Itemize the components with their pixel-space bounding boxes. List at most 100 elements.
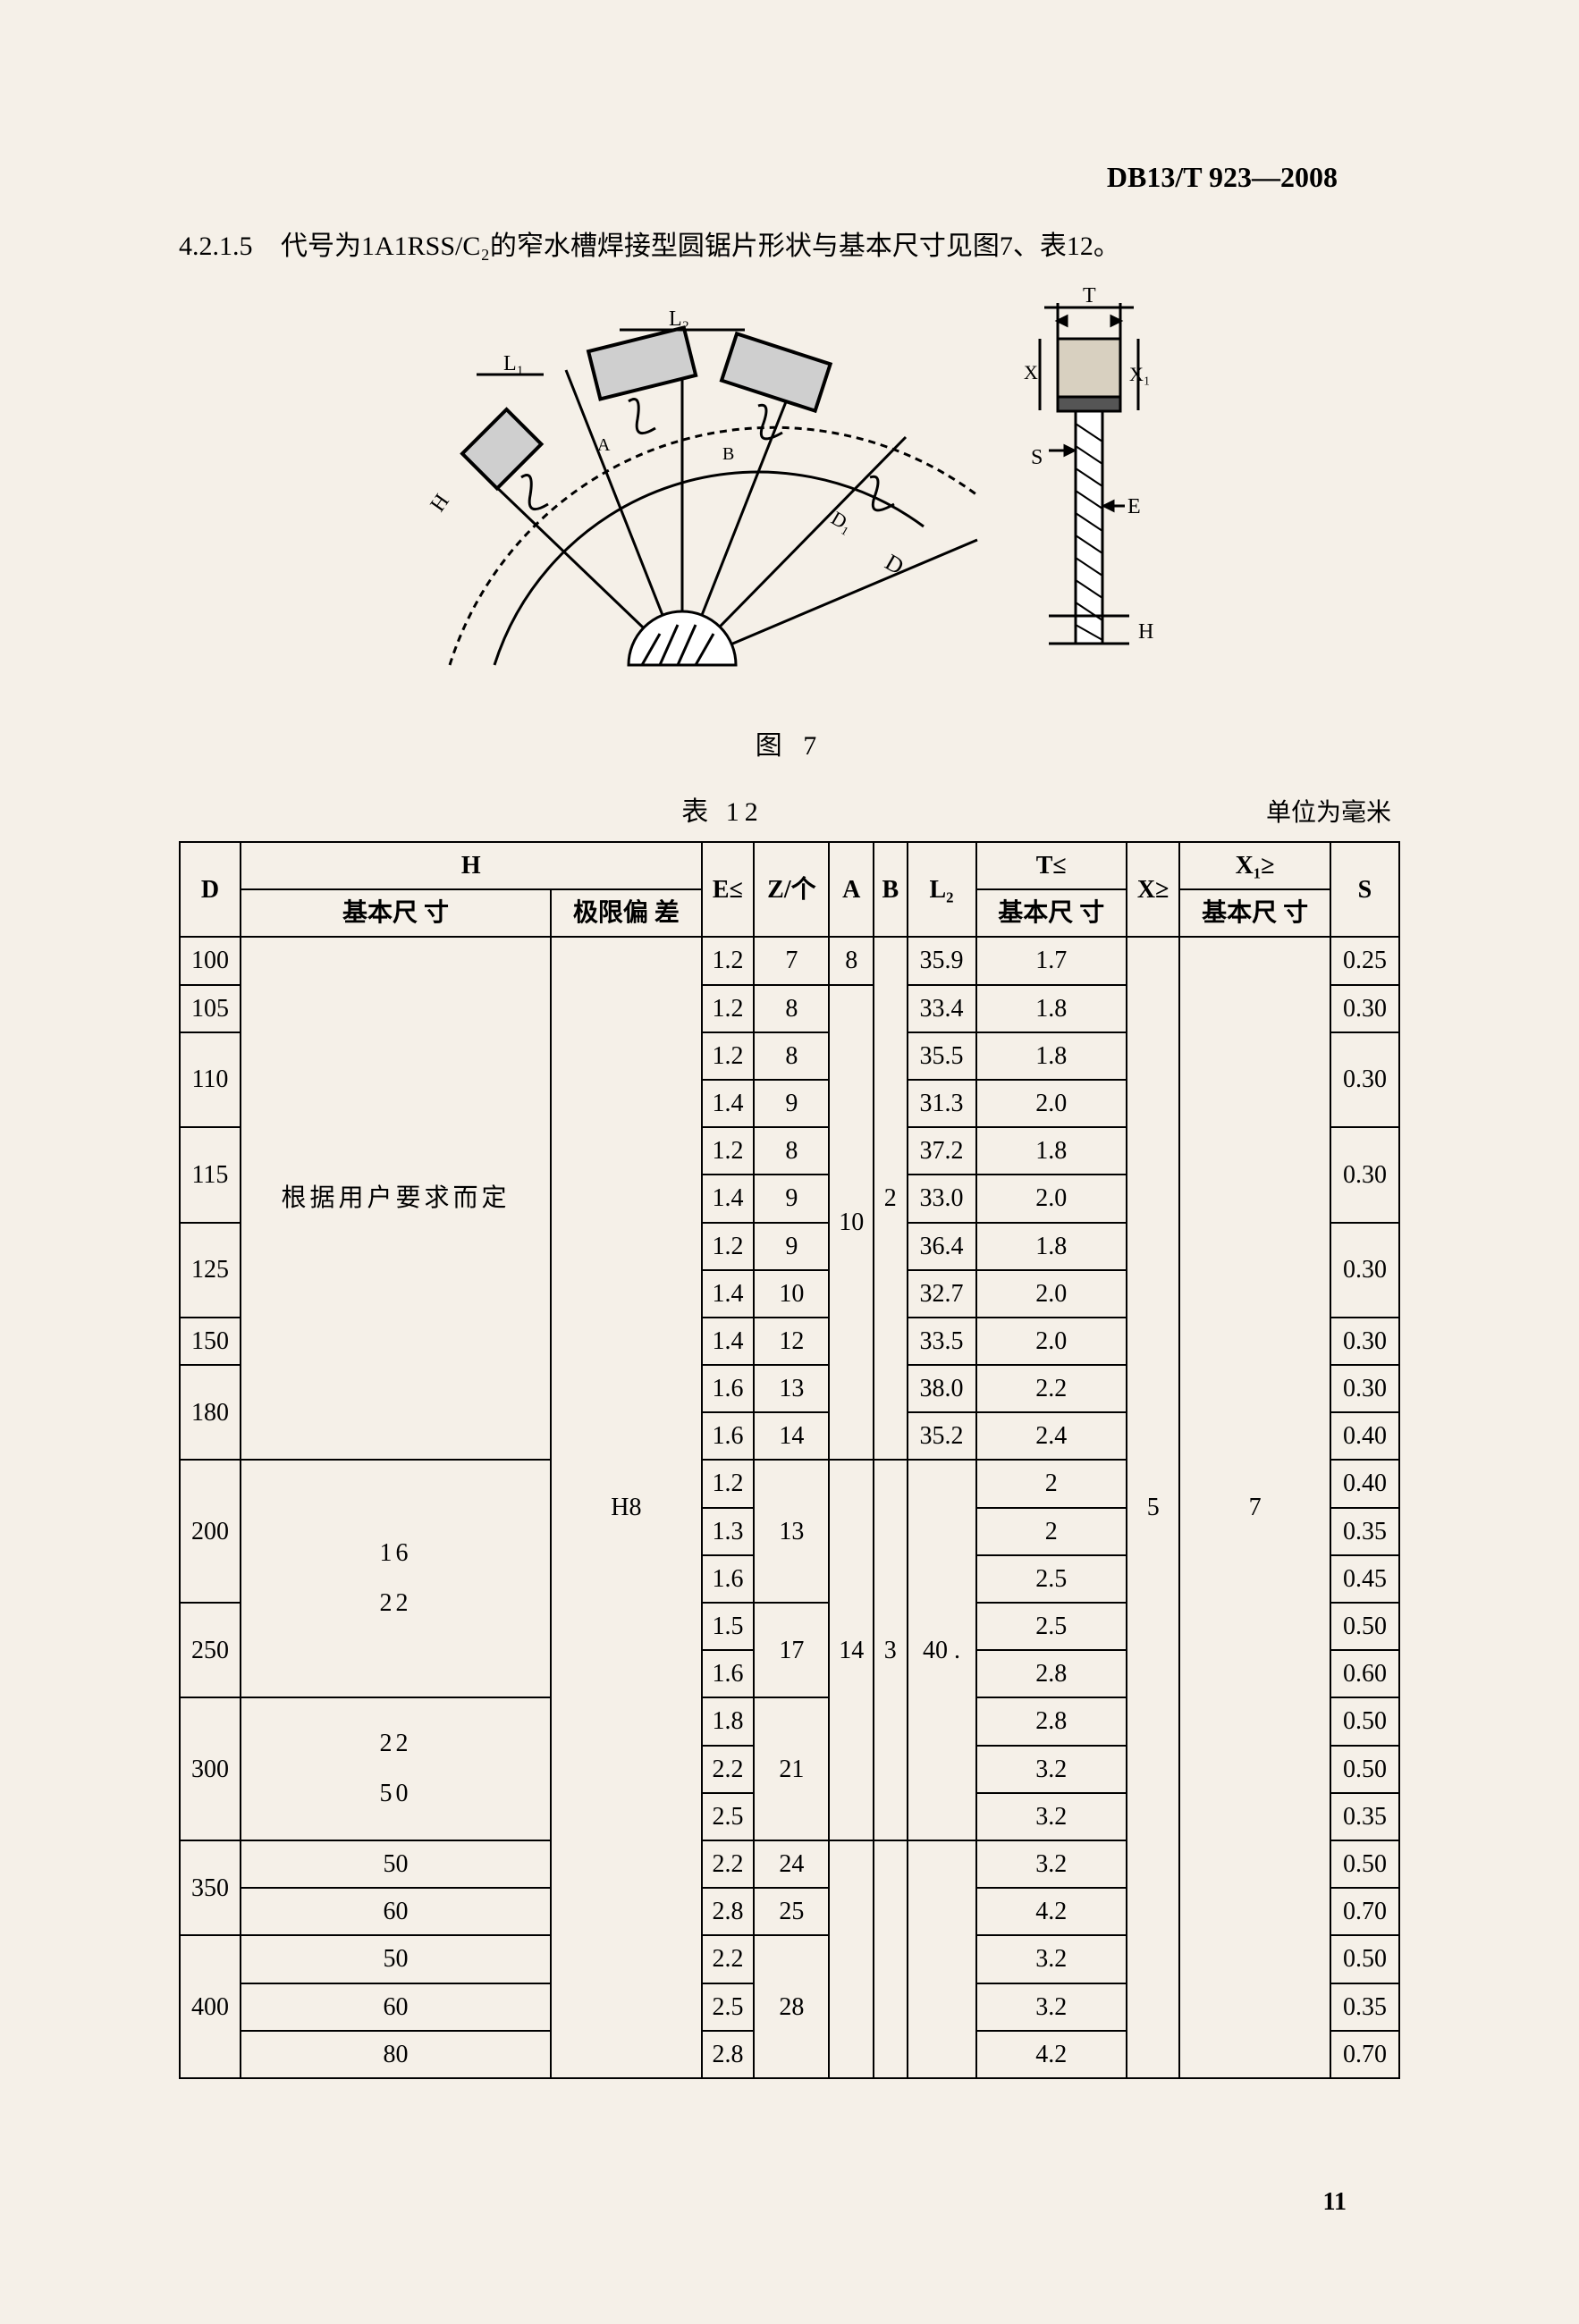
td-E: 1.4 bbox=[702, 1080, 755, 1127]
page-number: 11 bbox=[1323, 2188, 1347, 2217]
th-H: H bbox=[241, 842, 702, 889]
td-A bbox=[829, 1840, 874, 2078]
td-S: 0.35 bbox=[1330, 1793, 1399, 1840]
td-S: 0.35 bbox=[1330, 1983, 1399, 2031]
td-S: 0.50 bbox=[1330, 1935, 1399, 1983]
td-E: 1.6 bbox=[702, 1412, 755, 1460]
td-E: 1.2 bbox=[702, 937, 755, 984]
svg-text:L₁: L₁ bbox=[503, 352, 524, 375]
th-Hbasic: 基本尺 寸 bbox=[241, 889, 551, 937]
td-L2: 32.7 bbox=[908, 1270, 976, 1318]
th-Hdev: 极限偏 差 bbox=[551, 889, 701, 937]
td-E: 1.5 bbox=[702, 1603, 755, 1650]
td-S: 0.70 bbox=[1330, 1888, 1399, 1935]
td-E: 1.4 bbox=[702, 1175, 755, 1222]
td-T: 2.5 bbox=[976, 1603, 1127, 1650]
td-T: 2 bbox=[976, 1508, 1127, 1555]
td-E: 1.6 bbox=[702, 1650, 755, 1697]
td-L2: 38.0 bbox=[908, 1365, 976, 1412]
td-S: 0.50 bbox=[1330, 1697, 1399, 1745]
td-S: 0.40 bbox=[1330, 1460, 1399, 1507]
td-T: 3.2 bbox=[976, 1983, 1127, 2031]
th-T: T≤ bbox=[976, 842, 1127, 889]
td-S: 0.50 bbox=[1330, 1840, 1399, 1888]
td-Z: 9 bbox=[754, 1223, 829, 1270]
td-T: 2.5 bbox=[976, 1555, 1127, 1603]
td-E: 1.6 bbox=[702, 1365, 755, 1412]
td-S: 0.30 bbox=[1330, 985, 1399, 1032]
td-T: 2.4 bbox=[976, 1412, 1127, 1460]
td-L2: 35.5 bbox=[908, 1032, 976, 1080]
td-B: 3 bbox=[874, 1460, 907, 1840]
td-Z: 7 bbox=[754, 937, 829, 984]
td-E: 1.2 bbox=[702, 1223, 755, 1270]
td-E: 2.5 bbox=[702, 1793, 755, 1840]
td-T: 2.2 bbox=[976, 1365, 1127, 1412]
td-L2: 35.2 bbox=[908, 1412, 976, 1460]
td-S: 0.30 bbox=[1330, 1127, 1399, 1222]
td-A: 8 bbox=[829, 937, 874, 984]
td-D: 180 bbox=[180, 1365, 241, 1460]
td-D: 250 bbox=[180, 1603, 241, 1697]
th-E: E≤ bbox=[702, 842, 755, 937]
td-E: 1.3 bbox=[702, 1508, 755, 1555]
td-Z: 8 bbox=[754, 985, 829, 1032]
td-S: 0.50 bbox=[1330, 1746, 1399, 1793]
td-E: 2.2 bbox=[702, 1935, 755, 1983]
svg-text:B: B bbox=[722, 444, 734, 464]
td-D: 150 bbox=[180, 1318, 241, 1365]
td-D: 115 bbox=[180, 1127, 241, 1222]
td-E: 2.8 bbox=[702, 2031, 755, 2078]
table-title: 表 12 bbox=[179, 789, 1266, 829]
td-L2: 33.5 bbox=[908, 1318, 976, 1365]
doc-id: DB13/T 923—2008 bbox=[1107, 161, 1338, 194]
td-X: 5 bbox=[1127, 937, 1180, 2078]
table-row: 100 根据用户要求而定 H8 1.2 7 8 2 35.9 1.7 5 7 0… bbox=[180, 937, 1399, 984]
spec-table: D H E≤ Z/个 A B L₂ T≤ X≥ X₁≥ S 基本尺 寸 极限偏 … bbox=[179, 841, 1400, 2079]
td-T: 2.8 bbox=[976, 1650, 1127, 1697]
td-Hbasic: 50 bbox=[241, 1840, 551, 1888]
figure-svg: D D₁ L₁ L₂ H A B T bbox=[387, 281, 1192, 701]
td-Hdev: H8 bbox=[551, 937, 701, 2078]
td-Z: 8 bbox=[754, 1032, 829, 1080]
svg-text:H: H bbox=[426, 490, 454, 516]
svg-text:H: H bbox=[1138, 620, 1153, 644]
td-D: 105 bbox=[180, 985, 241, 1032]
td-T: 3.2 bbox=[976, 1793, 1127, 1840]
td-A: 14 bbox=[829, 1460, 874, 1840]
th-L2: L₂ bbox=[908, 842, 976, 937]
section-text: 代号为1A1RSS/C₂的窄水槽焊接型圆锯片形状与基本尺寸见图7、表12。 bbox=[281, 232, 1120, 261]
td-E: 2.5 bbox=[702, 1983, 755, 2031]
td-T: 2.0 bbox=[976, 1270, 1127, 1318]
td-T: 1.8 bbox=[976, 1032, 1127, 1080]
svg-text:D: D bbox=[881, 549, 908, 580]
td-T: 2.0 bbox=[976, 1175, 1127, 1222]
td-E: 1.4 bbox=[702, 1270, 755, 1318]
th-D: D bbox=[180, 842, 241, 937]
td-L2: 33.0 bbox=[908, 1175, 976, 1222]
td-S: 0.45 bbox=[1330, 1555, 1399, 1603]
td-S: 0.25 bbox=[1330, 937, 1399, 984]
td-L2: 36.4 bbox=[908, 1223, 976, 1270]
td-Z: 24 bbox=[754, 1840, 829, 1888]
svg-text:S: S bbox=[1031, 446, 1043, 469]
section-number: 4.2.1.5 bbox=[179, 232, 253, 261]
td-Z: 17 bbox=[754, 1603, 829, 1697]
figure-7: D D₁ L₁ L₂ H A B T bbox=[179, 281, 1400, 705]
td-S: 0.30 bbox=[1330, 1032, 1399, 1127]
td-D: 350 bbox=[180, 1840, 241, 1935]
td-D: 110 bbox=[180, 1032, 241, 1127]
td-Hbasic: 50 bbox=[241, 1935, 551, 1983]
td-L2 bbox=[908, 1840, 976, 2078]
svg-text:T: T bbox=[1083, 284, 1096, 307]
td-Z: 12 bbox=[754, 1318, 829, 1365]
td-X1: 7 bbox=[1179, 937, 1330, 2078]
th-S: S bbox=[1330, 842, 1399, 937]
td-S: 0.50 bbox=[1330, 1603, 1399, 1650]
td-S: 0.40 bbox=[1330, 1412, 1399, 1460]
td-S: 0.60 bbox=[1330, 1650, 1399, 1697]
td-T: 1.8 bbox=[976, 985, 1127, 1032]
td-E: 2.2 bbox=[702, 1746, 755, 1793]
svg-text:L₂: L₂ bbox=[669, 307, 689, 331]
figure-caption: 图 7 bbox=[179, 723, 1400, 762]
